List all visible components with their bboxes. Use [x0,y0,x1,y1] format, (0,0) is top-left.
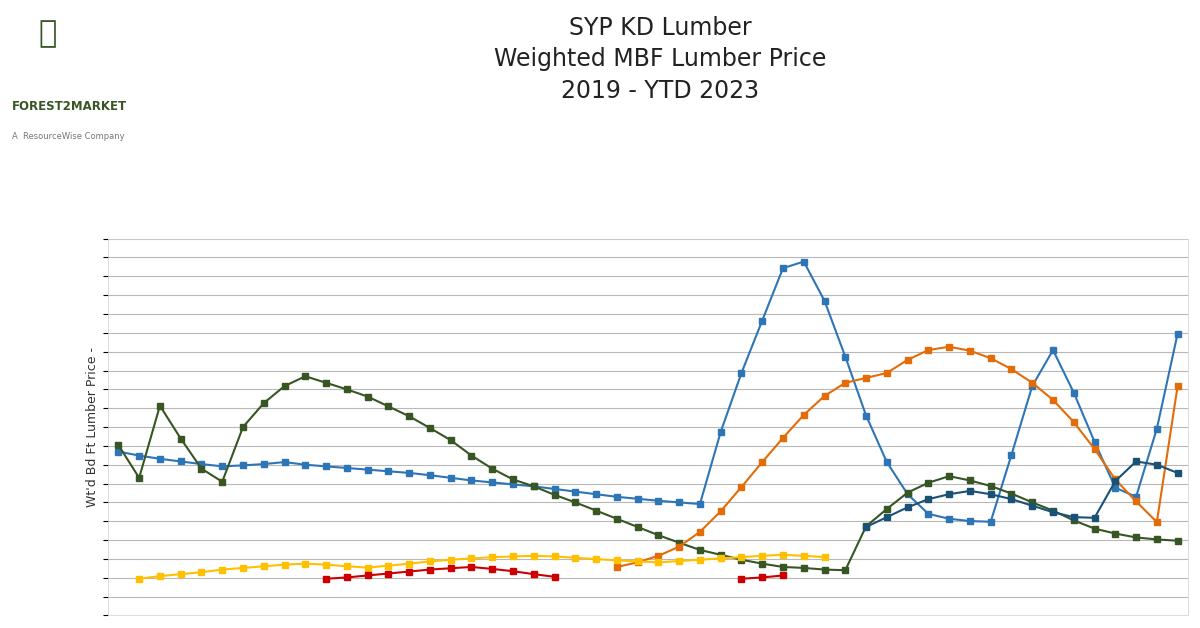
Text: SYP KD Lumber: SYP KD Lumber [569,16,751,40]
Text: FOREST2MARKET: FOREST2MARKET [12,100,127,114]
Y-axis label: Wt'd Bd Ft Lumber Price -: Wt'd Bd Ft Lumber Price - [86,347,100,507]
Text: Weighted MBF Lumber Price: Weighted MBF Lumber Price [494,47,826,71]
Text: 2019 - YTD 2023: 2019 - YTD 2023 [560,78,760,102]
Text: 🌲: 🌲 [38,19,58,48]
Text: A  ResourceWise Company: A ResourceWise Company [12,132,125,141]
